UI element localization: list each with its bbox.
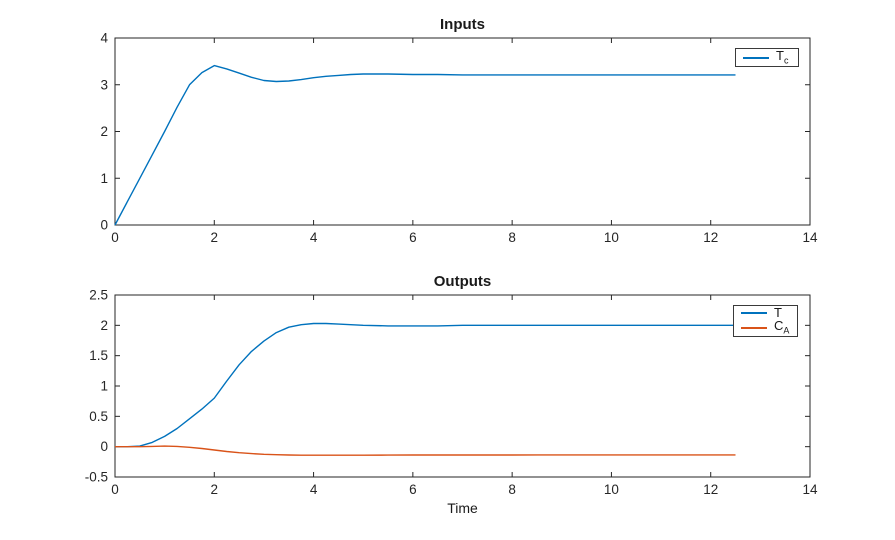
tc-series-line[interactable] — [114, 64, 736, 226]
axes-box — [114, 37, 811, 226]
x-tick-label: 6 — [409, 482, 417, 497]
axes-box — [114, 294, 811, 478]
legend-entry-C_A: CA — [734, 319, 797, 336]
x-tick-label: 4 — [310, 230, 318, 245]
outputs-plot-title: Outputs — [433, 273, 492, 290]
x-tick-label: 10 — [604, 230, 619, 245]
x-tick-label: 8 — [508, 482, 516, 497]
legend-label: Tc — [776, 48, 789, 66]
x-tick-label: 14 — [802, 482, 818, 497]
legend-line-sample — [743, 56, 769, 59]
time-axis-label: Time — [447, 500, 478, 516]
y-tick-label: 4 — [100, 31, 108, 46]
y-tick-label: 1.5 — [89, 348, 108, 363]
x-tick-label: 0 — [111, 230, 119, 245]
outputs-legend[interactable]: T CA — [733, 305, 798, 337]
inputs-plot-title: Inputs — [440, 16, 485, 33]
legend-entry-T_c: Tc — [736, 49, 798, 66]
y-tick-label: 3 — [100, 77, 108, 92]
y-tick-label: -0.5 — [85, 470, 108, 485]
y-tick-label: 2 — [100, 318, 108, 333]
legend-line-sample — [741, 311, 767, 314]
y-tick-label: 0.5 — [89, 409, 108, 424]
x-tick-label: 2 — [211, 230, 219, 245]
legend-label: T — [774, 305, 782, 321]
x-tick-label: 12 — [703, 482, 718, 497]
x-tick-label: 6 — [409, 230, 417, 245]
y-tick-label: 0 — [100, 439, 108, 454]
y-tick-label: 1 — [100, 171, 108, 186]
x-tick-label: 10 — [604, 482, 619, 497]
x-tick-label: 2 — [211, 482, 219, 497]
y-tick-label: 0 — [100, 218, 108, 233]
legend-label: CA — [774, 318, 790, 336]
y-tick-label: 2 — [100, 124, 108, 139]
legend-line-sample — [741, 326, 767, 329]
x-tick-label: 0 — [111, 482, 119, 497]
x-tick-label: 12 — [703, 230, 718, 245]
inputs-legend[interactable]: Tc — [735, 48, 799, 67]
ca-series-line[interactable] — [115, 445, 736, 456]
y-tick-label: 1 — [100, 379, 108, 394]
x-tick-label: 8 — [508, 230, 516, 245]
y-tick-label: 2.5 — [89, 288, 108, 303]
legend-entry-T: T — [734, 306, 797, 319]
x-tick-label: 14 — [802, 230, 818, 245]
x-tick-label: 4 — [310, 482, 318, 497]
t-series-line[interactable] — [115, 322, 736, 448]
